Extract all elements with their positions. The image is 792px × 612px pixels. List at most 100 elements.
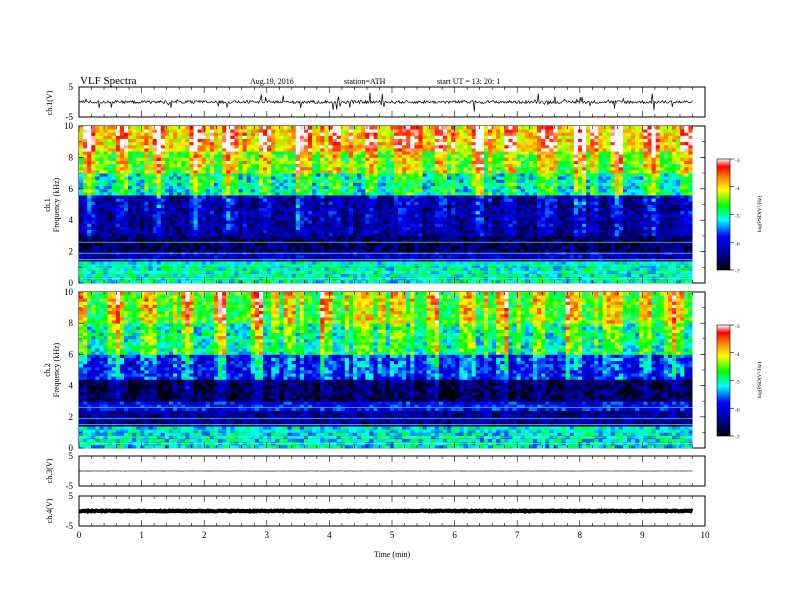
spectrogram-cell	[111, 195, 117, 199]
spectrogram-cell	[332, 141, 338, 146]
spectrogram-cell	[308, 242, 313, 246]
spectrogram-cell	[336, 132, 342, 136]
spectrogram-cell	[426, 267, 432, 271]
spectrogram-cell	[410, 138, 415, 143]
spectrogram-cell	[365, 154, 370, 158]
spectrogram-cell	[299, 129, 305, 133]
spectrogram-cell	[353, 144, 358, 149]
spectrogram-cell	[148, 195, 154, 199]
spectrogram-cell	[164, 166, 170, 171]
spectrogram-cell	[336, 173, 342, 177]
spectrogram-cell	[312, 201, 317, 205]
spectrogram-cell	[344, 157, 350, 161]
spectrogram-cell	[434, 157, 440, 161]
spectrogram-cell	[263, 232, 268, 237]
spectrogram-cell	[353, 151, 358, 155]
spectrogram-cell	[250, 254, 256, 259]
spectrogram-cell	[471, 182, 477, 187]
spectrogram-cell	[267, 163, 272, 168]
spectrogram-cell	[238, 254, 243, 259]
spectrogram-cell	[242, 201, 248, 205]
spectrogram-cell	[369, 213, 374, 218]
spectrogram-cell	[181, 138, 186, 143]
spectrogram-cell	[312, 176, 317, 180]
spectrogram-cell	[443, 229, 448, 234]
spectrogram-cell	[173, 242, 178, 246]
spectrogram-cell	[422, 229, 428, 234]
spectrogram-cell	[336, 179, 342, 183]
spectrogram-cell	[324, 254, 329, 259]
spectrogram-cell	[483, 207, 489, 212]
spectrogram-cell	[267, 229, 272, 234]
spectrogram-cell	[385, 273, 391, 278]
spectrogram-cell	[156, 201, 162, 205]
spectrogram-cell	[246, 169, 252, 174]
spectrogram-cell	[123, 210, 129, 215]
spectrogram-cell	[271, 213, 276, 218]
spectrogram-cell	[398, 147, 403, 152]
spectrogram-cell	[185, 179, 190, 183]
spectrogram-cell	[463, 232, 468, 237]
spectrogram-cell	[144, 135, 149, 139]
spectrogram-cell	[160, 261, 166, 265]
spectrogram-cell	[353, 213, 358, 218]
spectrogram-cell	[246, 157, 252, 161]
spectrogram-cell	[246, 176, 252, 180]
spectrogram-cell	[197, 245, 203, 249]
spectrogram-cell	[119, 226, 125, 231]
spectrogram-cell	[434, 154, 440, 158]
spectrogram-cell	[140, 138, 145, 143]
spectrogram-cell	[103, 267, 109, 271]
spectrogram-cell	[103, 166, 109, 171]
spectrogram-cell	[246, 129, 252, 133]
spectrogram-cell	[291, 185, 297, 190]
spectrogram-cell	[406, 182, 411, 187]
spectrogram-cell	[303, 235, 309, 240]
spectrogram-cell	[393, 188, 399, 193]
spectrogram-cell	[107, 229, 113, 234]
spectrogram-cell	[132, 151, 137, 155]
spectrogram-cell	[402, 129, 407, 133]
spectrogram-cell	[287, 147, 293, 152]
spectrogram-cell	[328, 141, 333, 146]
spectrogram-cell	[287, 229, 293, 234]
spectrogram-cell	[140, 229, 145, 234]
spectrogram-cell	[377, 163, 383, 168]
spectrogram-cell	[344, 129, 350, 133]
spectrogram-cell	[209, 176, 215, 180]
spectrogram-cell	[144, 267, 149, 271]
spectrogram-cell	[234, 223, 239, 227]
spectrogram-cell	[459, 273, 464, 278]
spectrogram-cell	[451, 217, 456, 221]
spectrogram-cell	[91, 220, 96, 224]
spectrogram-cell	[406, 226, 411, 231]
spectrogram-cell	[83, 185, 88, 190]
spectrogram-cell	[398, 173, 403, 177]
spectrogram-cell	[344, 147, 350, 152]
spectrogram-cell	[479, 166, 485, 171]
spectrogram-cell	[324, 163, 329, 168]
spectrogram-cell	[312, 179, 317, 183]
spectrogram-cell	[291, 217, 297, 221]
spectrogram-cell	[377, 144, 383, 149]
spectrogram-cell	[361, 138, 366, 143]
spectrogram-cell	[226, 173, 231, 177]
spectrogram-cell	[459, 147, 464, 152]
spectrogram-cell	[451, 179, 456, 183]
spectrogram-cell	[254, 129, 260, 133]
spectrogram-cell	[447, 185, 452, 190]
spectrogram-cell	[459, 166, 464, 171]
spectrogram-cell	[308, 229, 313, 234]
spectrogram-cell	[303, 169, 309, 174]
spectrogram-cell	[389, 176, 395, 180]
spectrogram-cell	[156, 254, 162, 259]
spectrogram-cell	[348, 217, 354, 221]
spectrogram-cell	[107, 242, 113, 246]
spectrogram-cell	[393, 232, 399, 237]
spectrogram-cell	[402, 135, 407, 139]
spectrogram-cell	[316, 154, 321, 158]
spectrogram-cell	[250, 267, 256, 271]
spectrogram-cell	[250, 242, 256, 246]
spectrogram-cell	[160, 279, 166, 284]
spectrogram-cell	[164, 188, 170, 193]
